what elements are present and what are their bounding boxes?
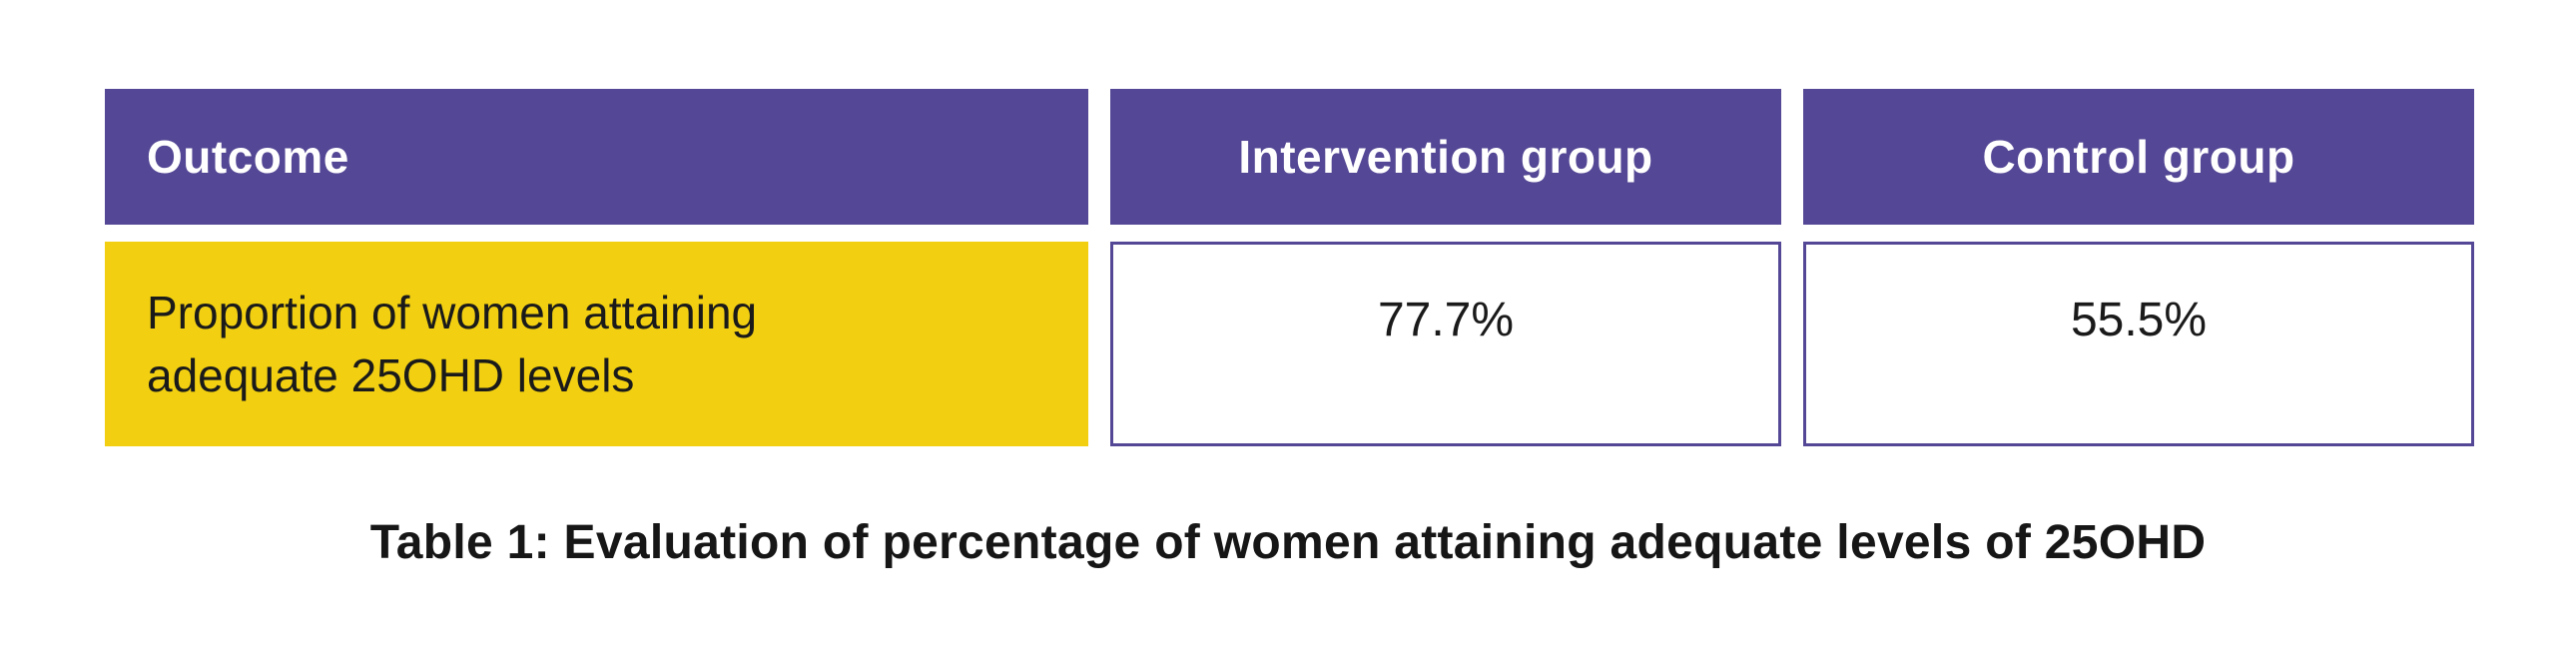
results-table: Outcome Intervention group Control group…	[105, 89, 2474, 446]
outcome-text-line-1: Proportion of women attaining	[147, 286, 758, 338]
table-caption: Table 1: Evaluation of percentage of wom…	[369, 516, 2207, 569]
header-label-outcome: Outcome	[147, 131, 349, 183]
outcome-text-line-2: adequate 25OHD levels	[147, 348, 635, 401]
header-cell-intervention-group: Intervention group	[1110, 89, 1781, 225]
header-label-intervention-group: Intervention group	[1238, 131, 1653, 183]
control-value: 55.5%	[2070, 294, 2208, 346]
outcome-cell: Proportion of women attaining adequate 2…	[105, 242, 1088, 446]
control-value-cell: 55.5%	[1803, 242, 2474, 446]
intervention-value-cell: 77.7%	[1110, 242, 1781, 446]
intervention-value: 77.7%	[1377, 294, 1515, 346]
header-cell-control-group: Control group	[1803, 89, 2474, 225]
header-label-control-group: Control group	[1982, 131, 2295, 183]
header-cell-outcome: Outcome	[105, 89, 1088, 225]
